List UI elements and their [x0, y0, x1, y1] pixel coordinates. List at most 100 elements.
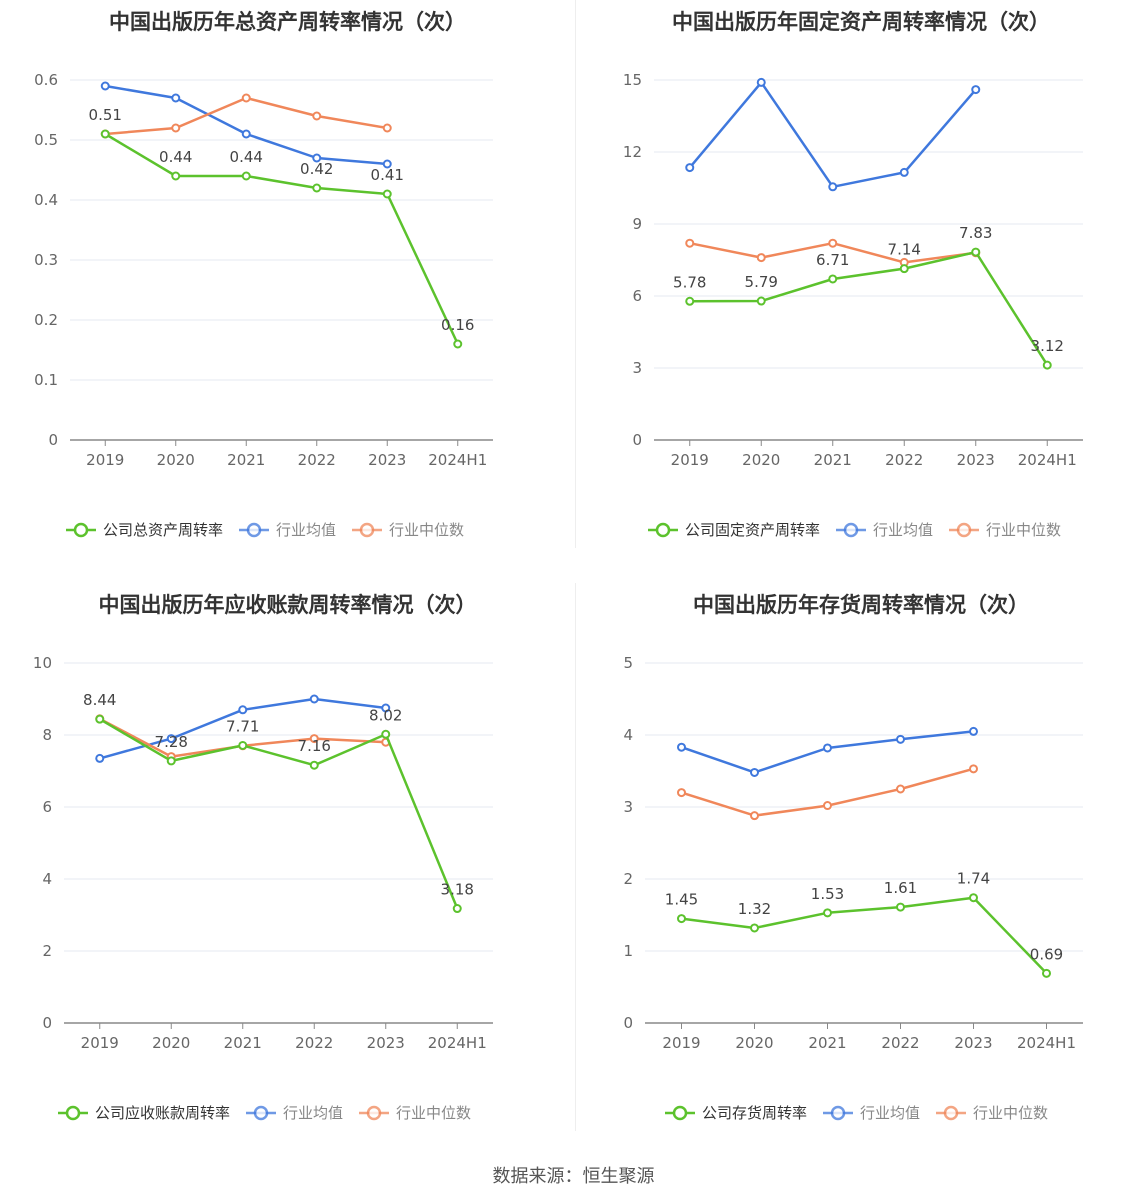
legend-item[interactable]: 公司存货周转率	[665, 1104, 807, 1122]
data-point	[685, 163, 695, 173]
data-point	[677, 914, 686, 924]
y-tick-label: 8	[42, 726, 52, 744]
y-tick-label: 4	[42, 870, 52, 888]
series-line	[681, 896, 1048, 975]
data-label: 0.44	[159, 148, 192, 166]
y-tick-label: 4	[623, 726, 633, 744]
data-point	[238, 705, 248, 715]
chart-panel-fixed-asset-turnover: 中国出版历年固定资产周转率情况（次） 0 3 6 9 12 15 2019 2020 2021 2…	[575, 0, 1147, 560]
data-label: 6.71	[816, 251, 849, 269]
data-point	[896, 734, 905, 744]
legend-item[interactable]: 行业中位数	[352, 521, 464, 539]
line-chart-inventory-turnover: 0 1 2 3 4 5 2019 2020 2021 2022 2023 2024H1 1.45 1.32…	[623, 654, 1083, 1122]
data-point	[896, 902, 905, 912]
data-point	[969, 726, 978, 736]
y-tick-label: 0.1	[34, 371, 58, 389]
legend-circle-icon	[253, 1105, 269, 1121]
series-line	[99, 718, 459, 909]
legend-label: 行业中位数	[389, 521, 464, 539]
data-point	[166, 734, 176, 744]
data-point	[823, 908, 832, 918]
data-point	[969, 893, 978, 903]
data-label: 0.42	[300, 160, 333, 178]
data-label: 1.74	[957, 870, 990, 888]
data-point	[685, 296, 695, 306]
legend-item[interactable]: 行业中位数	[359, 1104, 471, 1122]
legend-item[interactable]: 公司固定资产周转率	[648, 521, 820, 539]
data-point	[823, 743, 832, 753]
data-label: 0.16	[441, 316, 474, 334]
x-tick-label: 2022	[298, 451, 336, 469]
data-label: 1.32	[738, 900, 771, 918]
data-point	[309, 734, 319, 744]
data-point	[238, 740, 248, 750]
legend-item[interactable]: 公司应收账款周转率	[58, 1104, 230, 1122]
data-label: 7.16	[298, 737, 331, 755]
data-point	[166, 756, 176, 766]
legend-item[interactable]: 行业均值	[239, 521, 336, 539]
data-point	[171, 93, 181, 103]
data-point	[312, 153, 322, 163]
data-point	[828, 238, 838, 248]
data-label: 3.18	[441, 881, 474, 899]
data-label: 7.83	[959, 224, 992, 242]
line-chart-fixed-asset-turnover: 0 3 6 9 12 15 2019 2020 2021 2022 2023 2024H1 5.78 5.…	[623, 71, 1083, 539]
y-tick-label: 0.2	[34, 311, 58, 329]
x-tick-label: 2019	[662, 1034, 700, 1052]
data-label: 0.51	[89, 106, 122, 124]
data-point	[381, 729, 391, 739]
data-point	[971, 85, 981, 95]
y-tick-label: 6	[632, 287, 642, 305]
legend-item[interactable]: 行业均值	[836, 521, 933, 539]
data-point	[100, 129, 110, 139]
legend-circle-icon	[943, 1105, 959, 1121]
legend-item[interactable]: 行业中位数	[949, 521, 1061, 539]
x-tick-label: 2023	[368, 451, 406, 469]
x-tick-label: 2019	[81, 1034, 119, 1052]
data-label: 7.71	[226, 717, 259, 735]
y-tick-label: 5	[623, 654, 633, 672]
legend-item[interactable]: 行业均值	[823, 1104, 920, 1122]
y-tick-label: 0	[623, 1014, 633, 1032]
legend-item[interactable]: 公司总资产周转率	[66, 521, 223, 539]
data-label: 8.02	[369, 706, 402, 724]
line-chart-receivables-turnover: 0 2 4 6 8 10 2019 2020 2021 2022 2023 2024H1 8.44 7.2…	[33, 654, 493, 1122]
legend-circle-icon	[655, 522, 671, 538]
legend-label: 公司总资产周转率	[103, 521, 223, 539]
vertical-divider	[575, 583, 576, 1131]
x-tick-label: 2022	[295, 1034, 333, 1052]
data-point	[309, 760, 319, 770]
x-tick-label: 2022	[881, 1034, 919, 1052]
line-chart-total-asset-turnover: 0 0.1 0.2 0.3 0.4 0.5 0.6 2019 2020 2021 2022 2023 2…	[34, 71, 493, 539]
data-point	[382, 159, 392, 169]
y-tick-label: 2	[42, 942, 52, 960]
legend-label: 公司存货周转率	[702, 1104, 807, 1122]
x-tick-label: 2019	[86, 451, 124, 469]
y-tick-label: 0	[42, 1014, 52, 1032]
y-tick-label: 0	[48, 431, 58, 449]
legend-label: 公司应收账款周转率	[95, 1104, 230, 1122]
data-point	[896, 784, 905, 794]
legend-item[interactable]: 行业均值	[246, 1104, 343, 1122]
chart-panel-total-asset-turnover: 中国出版历年总资产周转率情况（次） 0 0.1 0.2 0.3 0.4 0.5 0.6 201…	[0, 0, 575, 560]
data-point	[685, 238, 695, 248]
chart-panel-inventory-turnover: 中国出版历年存货周转率情况（次） 0 1 2 3 4 5 2019 2020 2021 2022 2…	[575, 583, 1147, 1143]
data-point	[971, 247, 981, 257]
data-point	[750, 923, 759, 933]
vertical-divider	[575, 0, 576, 548]
x-tick-label: 2023	[367, 1034, 405, 1052]
legend-item[interactable]: 行业中位数	[936, 1104, 1048, 1122]
data-point	[100, 81, 110, 91]
legend-circle-icon	[956, 522, 972, 538]
data-label: 1.53	[811, 885, 844, 903]
x-tick-label: 2020	[742, 451, 780, 469]
legend-circle-icon	[830, 1105, 846, 1121]
x-tick-label: 2021	[227, 451, 265, 469]
data-source-note: 数据来源：恒生聚源	[492, 1166, 655, 1187]
data-label: 3.12	[1031, 337, 1064, 355]
data-label: 0.41	[371, 166, 404, 184]
x-tick-label: 2024H1	[428, 451, 487, 469]
data-point	[756, 253, 766, 263]
data-point	[241, 93, 251, 103]
legend-label: 行业中位数	[396, 1104, 471, 1122]
